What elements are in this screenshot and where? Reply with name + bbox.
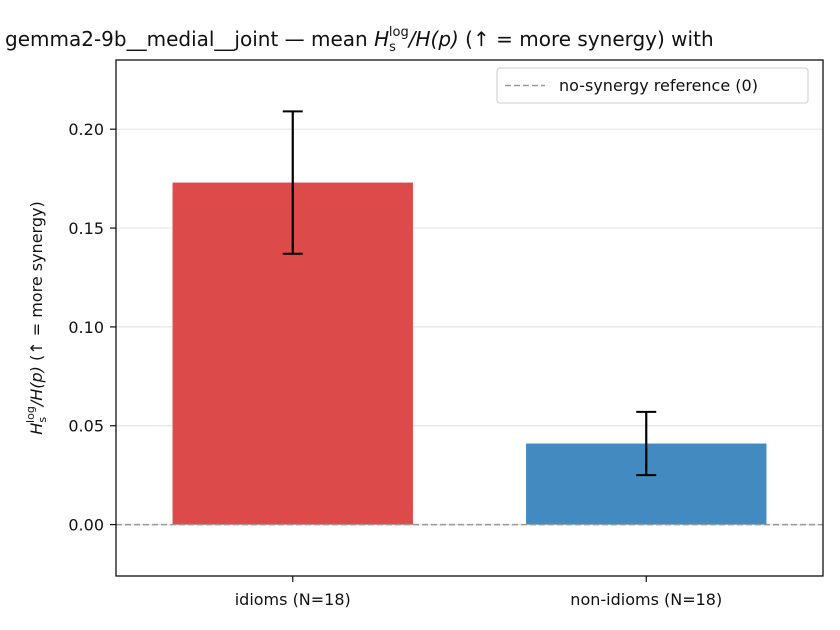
ylabel-metric-sup: log: [24, 406, 37, 423]
y-tick-label: 0.05: [68, 417, 104, 436]
chart-title: gemma2-9b__medial__joint — mean Hslog/H(…: [5, 25, 714, 55]
title-suffix: (↑ = more synergy) with: [459, 27, 714, 51]
x-axis: idioms (N=18) non-idioms (N=18): [235, 576, 722, 609]
title-metric-rest: /H(p): [407, 27, 459, 51]
title-metric-sup: log: [389, 25, 409, 40]
y-axis-label-group: Hslog/H(p) (↑ = more synergy): [24, 201, 49, 434]
ylabel-metric-h: H: [27, 423, 46, 435]
y-tick-label: 0.10: [68, 318, 104, 337]
bars: [172, 182, 767, 525]
y-axis: 0.00 0.05 0.10 0.15 0.20: [68, 120, 116, 535]
legend-label-reference: no-synergy reference (0): [559, 76, 758, 95]
ylabel-metric-rest: /H(p): [27, 366, 46, 408]
y-tick-label: 0.00: [68, 516, 104, 535]
legend-box: [496, 67, 809, 104]
title-metric-h: H: [374, 27, 389, 51]
x-tick-label: idioms (N=18): [235, 590, 351, 609]
error-bars: [282, 110, 657, 477]
y-tick-label: 0.20: [68, 120, 104, 139]
ylabel-suffix: (↑ = more synergy): [27, 201, 46, 366]
x-tick-label: non-idioms (N=18): [570, 590, 722, 609]
title-prefix: gemma2-9b__medial__joint — mean: [5, 27, 374, 51]
y-tick-label: 0.15: [68, 219, 104, 238]
y-axis-label: Hslog/H(p) (↑ = more synergy): [24, 201, 49, 434]
legend: no-synergy reference (0): [496, 67, 809, 104]
title-metric-sub: s: [389, 40, 396, 55]
ylabel-metric-sub: s: [36, 417, 49, 423]
plot-frame: [115, 59, 824, 577]
